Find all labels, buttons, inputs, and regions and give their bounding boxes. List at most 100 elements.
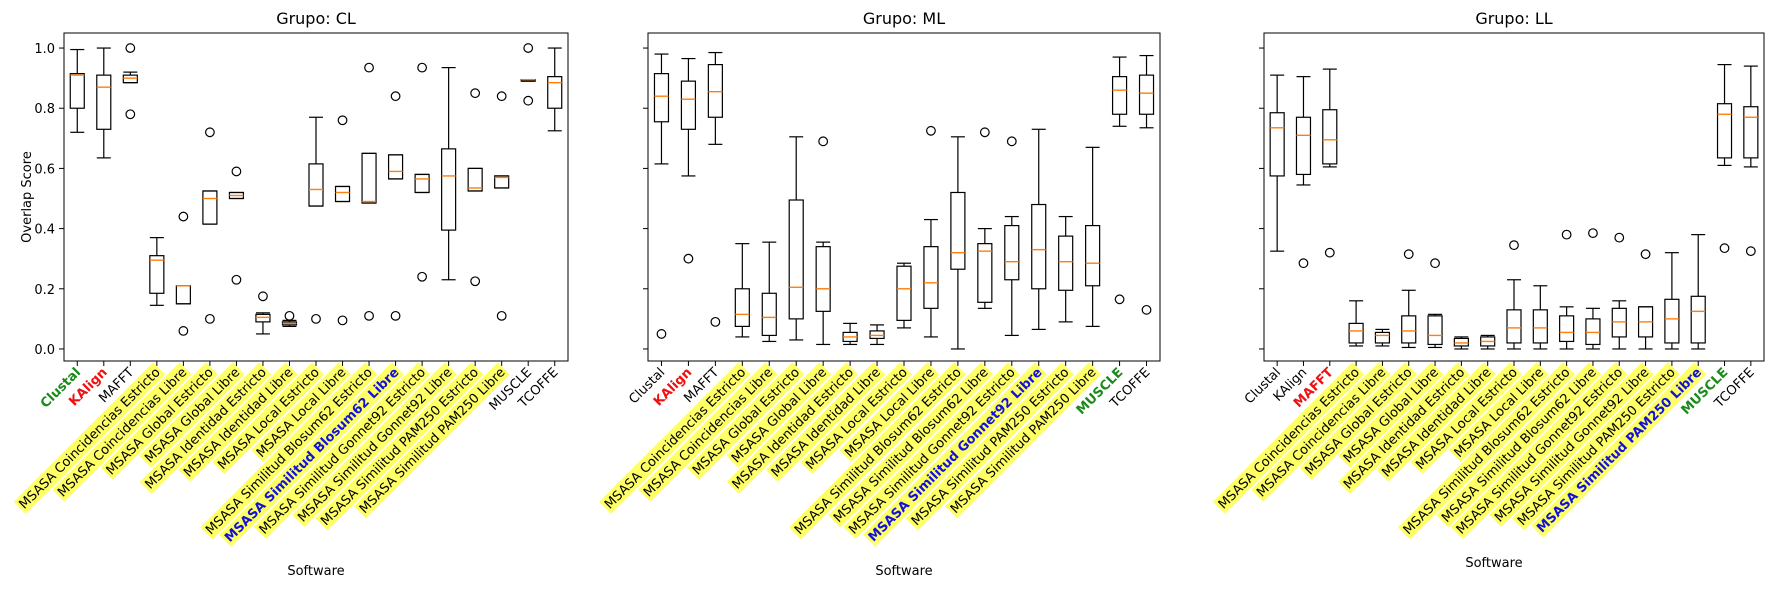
x-axis-label: Software <box>1465 556 1522 571</box>
box-body <box>1401 315 1417 344</box>
box-body <box>923 246 939 309</box>
outlier-point <box>390 310 401 321</box>
x-axis-label: Software <box>875 564 932 579</box>
box-15 <box>1031 128 1047 331</box>
box-body <box>1690 295 1706 344</box>
label-highlight <box>843 362 1021 539</box>
box-body <box>1269 112 1285 177</box>
label-highlight <box>100 362 219 480</box>
panel-title: Grupo: ML <box>863 9 945 28</box>
label-highlight <box>1212 362 1365 514</box>
label-highlight <box>52 362 192 502</box>
box-18 <box>1111 56 1128 305</box>
box-17 <box>1690 234 1706 350</box>
box-body <box>950 191 966 270</box>
outlier-point <box>523 43 534 53</box>
box-13 <box>977 127 993 309</box>
label-highlight <box>1397 362 1575 540</box>
box-body <box>1374 331 1391 344</box>
box-14 <box>1611 232 1627 350</box>
box-17 <box>1085 146 1101 327</box>
label-highlight <box>354 362 510 519</box>
box-5 <box>761 241 777 343</box>
outlier-point <box>1403 249 1414 260</box>
outlier-point <box>337 115 348 126</box>
box-12 <box>1559 229 1575 350</box>
outlier-point <box>1614 232 1625 243</box>
box-3 <box>122 43 138 120</box>
outlier-point <box>470 276 481 287</box>
outlier-point <box>1640 249 1651 260</box>
box-10 <box>1506 240 1522 350</box>
box-15 <box>1637 249 1654 350</box>
box-19 <box>547 47 563 132</box>
box-5 <box>1374 328 1391 347</box>
box-body <box>734 288 750 327</box>
box-body <box>761 292 777 337</box>
box-body <box>1743 106 1759 159</box>
box-body <box>122 74 138 84</box>
box-13 <box>387 91 404 321</box>
y-tick-label: 0.0 <box>34 343 55 358</box>
box-4 <box>1348 300 1364 347</box>
box-body <box>1611 307 1627 338</box>
box-4 <box>734 243 750 338</box>
box-body <box>788 199 804 320</box>
label-highlight <box>178 362 298 482</box>
box-17 <box>494 91 510 321</box>
box-body <box>69 73 85 109</box>
box-body <box>1664 298 1680 344</box>
box-body <box>547 76 563 109</box>
outlier-point <box>470 88 481 99</box>
box-body <box>1322 109 1338 165</box>
box-14 <box>1004 136 1020 337</box>
label-highlight <box>1251 362 1391 502</box>
box-body <box>1585 318 1601 346</box>
outlier-point <box>1745 246 1756 257</box>
box-8 <box>1453 336 1469 350</box>
label-highlight <box>13 362 166 514</box>
label-highlight <box>139 362 272 494</box>
outlier-point <box>204 313 215 324</box>
x-axis-label: Software <box>287 564 344 579</box>
outlier-point <box>1324 247 1335 258</box>
outlier-point <box>979 127 990 138</box>
label-highlight <box>1410 362 1523 475</box>
box-2 <box>96 47 112 159</box>
box-16 <box>467 88 483 287</box>
label-highlight <box>1299 362 1417 480</box>
box-body <box>149 255 165 294</box>
box-6 <box>788 136 804 341</box>
outlier-point <box>417 271 428 282</box>
outlier-point <box>1561 229 1572 240</box>
box-11 <box>923 125 939 338</box>
outlier-point <box>364 62 374 73</box>
label-highlight <box>828 362 994 528</box>
label-highlight <box>139 362 245 468</box>
box-body <box>308 163 324 207</box>
box-8 <box>255 291 271 335</box>
box-5 <box>175 211 191 336</box>
plot-frame <box>647 32 1161 362</box>
box-14 <box>414 62 430 282</box>
box-body <box>387 154 404 180</box>
box-body <box>1559 315 1575 343</box>
panel-title: Grupo: CL <box>276 9 356 28</box>
box-9 <box>869 324 885 346</box>
box-body <box>414 173 430 194</box>
label-highlight <box>800 362 913 475</box>
box-1 <box>69 48 85 133</box>
outlier-point <box>231 166 242 177</box>
box-7 <box>1427 258 1443 349</box>
box-body <box>1427 315 1443 346</box>
outlier-point <box>496 310 507 321</box>
box-body <box>1138 74 1155 115</box>
box-13 <box>1585 228 1601 350</box>
box-body <box>896 265 912 321</box>
y-axis-label: Overlap Score <box>20 151 35 243</box>
box-7 <box>815 136 831 346</box>
outlier-point <box>1509 240 1519 251</box>
box-16 <box>1058 215 1074 323</box>
